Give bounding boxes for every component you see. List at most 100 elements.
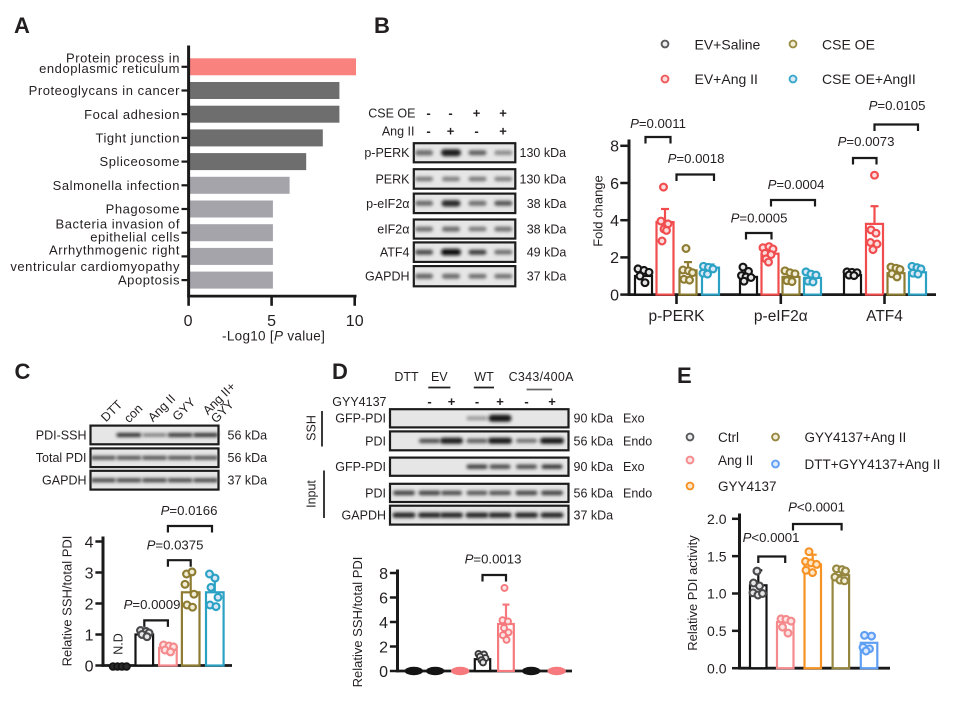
svg-text:GYY4137: GYY4137	[332, 395, 386, 409]
svg-text:ATF4: ATF4	[866, 308, 903, 325]
svg-text:ventricular cardiomyopathy: ventricular cardiomyopathy	[10, 259, 180, 274]
svg-text:6: 6	[610, 176, 619, 193]
svg-text:+: +	[548, 394, 556, 409]
svg-text:2: 2	[379, 639, 388, 656]
svg-text:56 kDa: 56 kDa	[228, 428, 268, 442]
svg-text:56 kDa: 56 kDa	[574, 434, 614, 448]
svg-text:130 kDa: 130 kDa	[520, 146, 567, 160]
svg-text:E: E	[677, 363, 692, 388]
svg-text:p-eIF2α: p-eIF2α	[754, 308, 808, 325]
svg-text:GYY4137: GYY4137	[718, 479, 777, 494]
svg-text:+: +	[448, 394, 456, 409]
svg-text:P=0.0009: P=0.0009	[124, 597, 181, 612]
svg-text:38 kDa: 38 kDa	[527, 197, 567, 211]
svg-text:GFP-PDI: GFP-PDI	[335, 412, 386, 426]
svg-text:-: -	[427, 394, 431, 409]
svg-text:eIF2α: eIF2α	[377, 222, 409, 236]
svg-text:Endo: Endo	[623, 486, 652, 500]
svg-text:37 kDa: 37 kDa	[574, 509, 614, 523]
svg-text:5: 5	[267, 313, 276, 330]
svg-text:epithelial cells: epithelial cells	[90, 230, 180, 245]
svg-text:DTT: DTT	[394, 370, 419, 384]
svg-text:Total PDI: Total PDI	[36, 451, 87, 465]
svg-text:4: 4	[85, 534, 94, 551]
svg-text:Focal adhesion: Focal adhesion	[84, 107, 180, 122]
svg-text:A: A	[14, 13, 30, 38]
svg-text:Proteoglycans in cancer: Proteoglycans in cancer	[29, 83, 181, 98]
svg-text:Ang II: Ang II	[718, 453, 753, 468]
svg-text:Bacteria invasion of: Bacteria invasion of	[56, 217, 180, 232]
svg-text:0: 0	[379, 664, 388, 681]
svg-text:0.0: 0.0	[707, 660, 727, 676]
svg-text:Phagosome: Phagosome	[106, 202, 180, 217]
svg-text:8: 8	[379, 566, 388, 583]
svg-text:P<0.0001: P<0.0001	[788, 500, 845, 515]
svg-text:10: 10	[346, 313, 364, 330]
svg-text:6: 6	[379, 590, 388, 607]
svg-text:+: +	[499, 106, 507, 121]
svg-text:Tight junction: Tight junction	[95, 131, 180, 146]
svg-text:SSH: SSH	[305, 415, 319, 441]
svg-text:-: -	[448, 106, 452, 121]
svg-text:GAPDH: GAPDH	[342, 509, 386, 523]
svg-text:Apoptosis: Apoptosis	[118, 273, 180, 288]
svg-text:1.0: 1.0	[707, 586, 727, 602]
svg-text:EV+Saline: EV+Saline	[695, 37, 761, 53]
svg-text:CSE OE: CSE OE	[368, 107, 415, 121]
svg-text:-Log10 [P value]: -Log10 [P value]	[222, 329, 325, 344]
svg-text:P=0.0375: P=0.0375	[147, 538, 204, 553]
svg-text:38 kDa: 38 kDa	[527, 222, 567, 236]
svg-text:8: 8	[610, 139, 619, 156]
svg-text:Endo: Endo	[623, 434, 652, 448]
svg-text:P=0.0018: P=0.0018	[668, 151, 725, 166]
svg-text:90 kDa: 90 kDa	[574, 412, 614, 426]
svg-text:P=0.0004: P=0.0004	[768, 177, 825, 192]
svg-text:-: -	[426, 124, 430, 139]
svg-text:P=0.0073: P=0.0073	[838, 134, 895, 149]
svg-text:0: 0	[85, 658, 94, 675]
svg-text:PDI-SSH: PDI-SSH	[36, 428, 87, 442]
svg-text:-: -	[426, 106, 430, 121]
svg-text:Relative SSH/total PDI: Relative SSH/total PDI	[350, 557, 365, 688]
svg-text:56 kDa: 56 kDa	[228, 451, 268, 465]
svg-text:PERK: PERK	[375, 172, 410, 186]
svg-text:49 kDa: 49 kDa	[527, 246, 567, 260]
svg-text:1.5: 1.5	[707, 548, 727, 564]
svg-text:Fold change: Fold change	[591, 175, 606, 247]
svg-text:Spliceosome: Spliceosome	[100, 154, 180, 169]
svg-text:N.D: N.D	[112, 633, 126, 655]
svg-text:p-eIF2α: p-eIF2α	[366, 197, 409, 211]
svg-text:Arrhythmogenic right: Arrhythmogenic right	[49, 243, 180, 258]
svg-text:CSE OE+AngII: CSE OE+AngII	[822, 71, 916, 87]
svg-text:56 kDa: 56 kDa	[574, 486, 614, 500]
svg-text:37 kDa: 37 kDa	[527, 270, 567, 284]
svg-text:2: 2	[610, 250, 619, 267]
svg-text:3: 3	[85, 565, 94, 582]
svg-text:-: -	[474, 124, 478, 139]
svg-text:2: 2	[85, 596, 94, 613]
svg-text:+: +	[496, 394, 504, 409]
svg-text:0: 0	[610, 287, 619, 304]
svg-text:CSE OE: CSE OE	[822, 37, 875, 53]
svg-text:37 kDa: 37 kDa	[228, 474, 268, 488]
svg-text:GAPDH: GAPDH	[42, 474, 86, 488]
svg-text:-: -	[524, 394, 528, 409]
svg-text:Protein process in: Protein process in	[66, 51, 180, 66]
svg-text:WT: WT	[474, 370, 494, 384]
svg-text:GFP-PDI: GFP-PDI	[335, 460, 386, 474]
svg-text:P=0.0005: P=0.0005	[731, 211, 788, 226]
svg-text:4: 4	[379, 615, 388, 632]
svg-text:GAPDH: GAPDH	[365, 270, 409, 284]
svg-text:+: +	[447, 124, 455, 139]
svg-text:+: +	[499, 124, 507, 139]
svg-text:GYY4137+Ang II: GYY4137+Ang II	[805, 430, 907, 445]
svg-text:EV: EV	[431, 370, 448, 384]
svg-text:Exo: Exo	[623, 412, 645, 426]
svg-text:Salmonella infection: Salmonella infection	[53, 178, 180, 193]
svg-text:130 kDa: 130 kDa	[520, 172, 567, 186]
svg-text:4: 4	[610, 213, 619, 230]
svg-text:P=0.0011: P=0.0011	[630, 116, 686, 131]
svg-text:0: 0	[184, 313, 193, 330]
svg-text:2.0: 2.0	[707, 511, 727, 527]
svg-text:p-PERK: p-PERK	[364, 146, 410, 160]
